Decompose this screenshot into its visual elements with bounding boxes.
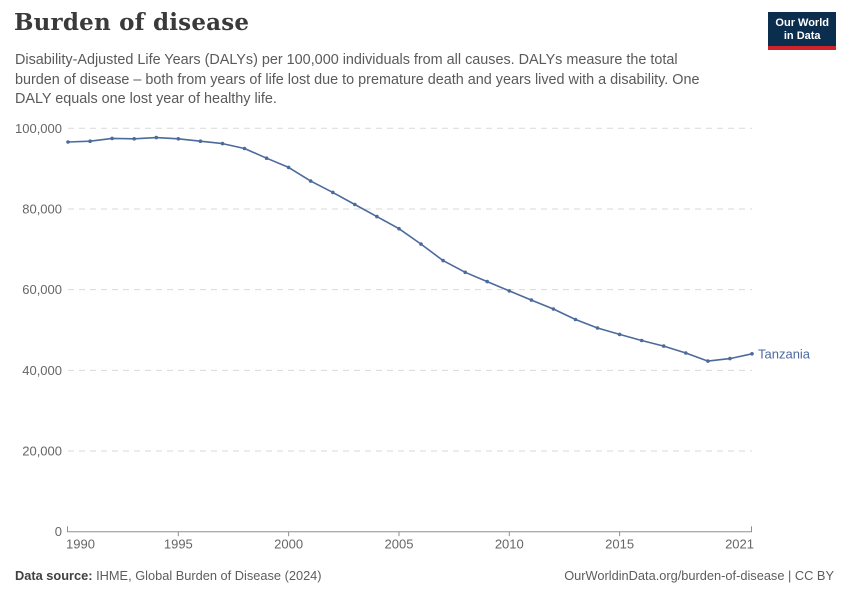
data-point[interactable]: [595, 326, 600, 330]
data-point[interactable]: [441, 258, 445, 263]
data-point[interactable]: [463, 270, 468, 275]
data-point[interactable]: [419, 242, 423, 246]
owid-logo-line2: in Data: [783, 30, 821, 42]
subtitle-line: DALY equals one lost year of healthy lif…: [15, 91, 277, 107]
data-point[interactable]: [485, 279, 490, 284]
data-source-text: IHME, Global Burden of Disease (2024): [92, 568, 322, 583]
data-point[interactable]: [353, 202, 357, 207]
y-axis-tick-label: 0: [55, 524, 62, 539]
data-point[interactable]: [264, 156, 269, 160]
data-source-note: Data source: IHME, Global Burden of Dise…: [15, 568, 322, 583]
x-axis-tick-label: 2010: [495, 537, 524, 552]
data-point[interactable]: [176, 137, 181, 141]
data-point[interactable]: [397, 226, 401, 231]
data-point[interactable]: [573, 317, 578, 322]
y-axis-tick-label: 80,000: [22, 201, 62, 216]
subtitle-line: Disability-Adjusted Life Years (DALYs) p…: [15, 52, 678, 68]
data-point[interactable]: [617, 332, 622, 337]
subtitle-line: burden of disease – both from years of l…: [15, 71, 700, 88]
y-axis-tick-label: 60,000: [22, 282, 62, 297]
chart-plot-area[interactable]: 0 20,000 40,000 60,000 80,000 100,000 1990 1995…: [0, 0, 850, 560]
data-point[interactable]: [220, 141, 225, 146]
x-axis-tick-label: 2000: [274, 537, 303, 552]
data-point[interactable]: [661, 344, 666, 348]
data-point[interactable]: [750, 352, 754, 356]
x-axis-tick-label: 2005: [385, 537, 414, 552]
data-point[interactable]: [132, 137, 136, 141]
data-point[interactable]: [639, 338, 644, 343]
data-point[interactable]: [308, 179, 313, 183]
data-source-label: Data source:: [15, 568, 93, 583]
data-point[interactable]: [331, 190, 335, 195]
x-axis-tick-label: 1995: [164, 537, 193, 552]
data-point[interactable]: [88, 139, 92, 143]
data-point[interactable]: [684, 351, 688, 355]
data-point[interactable]: [706, 359, 710, 363]
x-axis-tick-label: 2015: [605, 537, 634, 552]
page-title: Burden of disease: [14, 9, 250, 36]
x-axis-tick-label: 1990: [66, 537, 95, 552]
data-point[interactable]: [242, 146, 247, 151]
data-point[interactable]: [529, 298, 534, 302]
data-point[interactable]: [728, 356, 732, 361]
x-axis-tick-label: 2021: [725, 537, 754, 552]
data-point[interactable]: [198, 139, 203, 143]
data-point[interactable]: [66, 140, 70, 144]
data-point[interactable]: [375, 214, 379, 219]
data-point[interactable]: [110, 136, 114, 141]
owid-logo-line1: Our World: [775, 17, 829, 29]
chart-subtitle: Disability-Adjusted Life Years (DALYs) p…: [15, 51, 755, 110]
y-axis-tick-label: 40,000: [22, 363, 62, 378]
credit-line: OurWorldinData.org/burden-of-disease | C…: [564, 568, 834, 583]
owid-logo[interactable]: Our World in Data: [768, 12, 836, 50]
chart-footer: Data source: IHME, Global Burden of Dise…: [15, 568, 834, 583]
data-point[interactable]: [551, 307, 556, 311]
series-label-tanzania: Tanzania: [758, 346, 811, 361]
data-point[interactable]: [154, 135, 159, 140]
data-point[interactable]: [507, 289, 512, 293]
y-axis-tick-label: 100,000: [15, 121, 62, 136]
data-line[interactable]: [67, 136, 753, 362]
data-point[interactable]: [286, 165, 291, 170]
y-axis-tick-label: 20,000: [22, 444, 62, 459]
